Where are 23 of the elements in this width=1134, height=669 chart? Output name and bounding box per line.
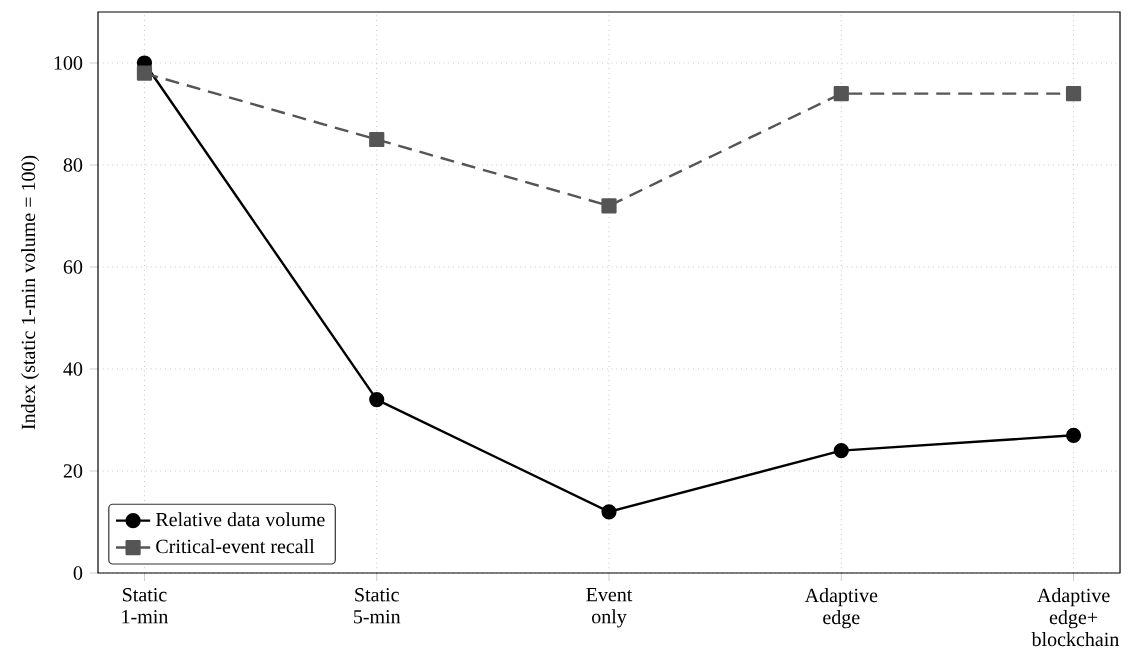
legend-label: Critical-event recall bbox=[156, 539, 315, 554]
point bbox=[833, 443, 849, 459]
point bbox=[369, 131, 385, 148]
x-tick-label: Static 1-min bbox=[122, 588, 169, 624]
point bbox=[601, 198, 617, 214]
y-tick-label: 100 bbox=[54, 56, 83, 70]
point bbox=[136, 65, 153, 81]
x-tick-label: Static 5-min bbox=[354, 588, 401, 624]
legend-label: Relative data volume bbox=[155, 512, 325, 527]
y-tick-label: 60 bbox=[63, 260, 83, 274]
point bbox=[1065, 427, 1082, 443]
y-tick-label: 40 bbox=[63, 362, 83, 376]
x-tick-label: Event only bbox=[586, 588, 633, 628]
point bbox=[601, 504, 617, 520]
y-tick-label: 0 bbox=[73, 566, 83, 580]
point bbox=[369, 392, 385, 408]
point bbox=[1065, 85, 1082, 102]
x-tick-label: Adaptive edge+ blockchain bbox=[1031, 588, 1120, 647]
x-tick-label: Adaptive edge bbox=[804, 588, 878, 629]
y-tick-label: 80 bbox=[63, 158, 83, 172]
y-axis-title: Index (static 1-min volume = 100) bbox=[21, 155, 40, 430]
point bbox=[833, 85, 849, 102]
y-tick-label: 20 bbox=[63, 464, 83, 478]
